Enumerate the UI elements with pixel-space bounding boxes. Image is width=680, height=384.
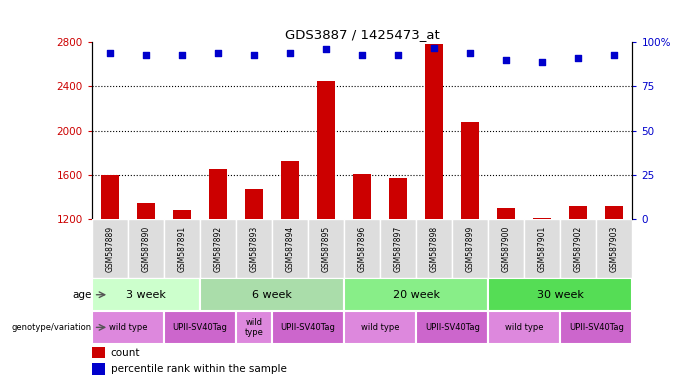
FancyBboxPatch shape <box>380 219 416 278</box>
Text: percentile rank within the sample: percentile rank within the sample <box>111 364 286 374</box>
Text: wild type: wild type <box>109 323 147 332</box>
Bar <box>425 45 443 351</box>
FancyBboxPatch shape <box>308 219 344 278</box>
Bar <box>389 178 407 351</box>
Bar <box>317 81 335 351</box>
Bar <box>209 169 227 351</box>
FancyBboxPatch shape <box>560 219 596 278</box>
Bar <box>137 204 155 351</box>
Text: 6 week: 6 week <box>252 290 292 300</box>
Text: GSM587894: GSM587894 <box>286 225 294 272</box>
Text: wild
type: wild type <box>245 318 263 337</box>
Bar <box>533 218 551 351</box>
FancyBboxPatch shape <box>416 311 488 344</box>
FancyBboxPatch shape <box>488 278 632 311</box>
Text: wild type: wild type <box>505 323 543 332</box>
Text: GSM587900: GSM587900 <box>502 225 511 272</box>
Bar <box>173 210 191 351</box>
Point <box>537 59 547 65</box>
Title: GDS3887 / 1425473_at: GDS3887 / 1425473_at <box>285 28 439 41</box>
FancyBboxPatch shape <box>416 219 452 278</box>
Point <box>428 45 439 51</box>
Point <box>176 51 187 58</box>
Text: 20 week: 20 week <box>392 290 440 300</box>
FancyBboxPatch shape <box>560 311 632 344</box>
Text: GSM587891: GSM587891 <box>177 225 186 272</box>
FancyBboxPatch shape <box>488 311 560 344</box>
Bar <box>353 174 371 351</box>
Text: GSM587901: GSM587901 <box>538 225 547 272</box>
Text: count: count <box>111 348 140 358</box>
FancyBboxPatch shape <box>272 311 344 344</box>
Bar <box>605 206 624 351</box>
Bar <box>281 161 299 351</box>
Bar <box>569 206 588 351</box>
Text: genotype/variation: genotype/variation <box>12 323 92 332</box>
FancyBboxPatch shape <box>200 219 236 278</box>
Point <box>320 46 331 52</box>
FancyBboxPatch shape <box>92 219 128 278</box>
FancyBboxPatch shape <box>344 311 416 344</box>
Text: GSM587892: GSM587892 <box>214 225 222 272</box>
Text: GSM587903: GSM587903 <box>610 225 619 272</box>
Point <box>356 51 367 58</box>
Text: wild type: wild type <box>361 323 399 332</box>
Point <box>500 57 511 63</box>
Point <box>105 50 116 56</box>
FancyBboxPatch shape <box>596 219 632 278</box>
FancyBboxPatch shape <box>344 278 488 311</box>
Text: GSM587889: GSM587889 <box>105 225 114 272</box>
Bar <box>461 122 479 351</box>
Point <box>248 51 259 58</box>
FancyBboxPatch shape <box>344 219 380 278</box>
Text: GSM587896: GSM587896 <box>358 225 367 272</box>
Point <box>392 51 403 58</box>
Text: UPII-SV40Tag: UPII-SV40Tag <box>425 323 479 332</box>
FancyBboxPatch shape <box>92 278 200 311</box>
Bar <box>497 208 515 351</box>
FancyBboxPatch shape <box>200 278 344 311</box>
Text: UPII-SV40Tag: UPII-SV40Tag <box>173 323 227 332</box>
FancyBboxPatch shape <box>272 219 308 278</box>
Text: GSM587899: GSM587899 <box>466 225 475 272</box>
Text: GSM587890: GSM587890 <box>141 225 150 272</box>
Text: age: age <box>73 290 92 300</box>
FancyBboxPatch shape <box>164 311 236 344</box>
Point <box>284 50 295 56</box>
Text: GSM587893: GSM587893 <box>250 225 258 272</box>
Bar <box>92 347 105 358</box>
Text: GSM587897: GSM587897 <box>394 225 403 272</box>
FancyBboxPatch shape <box>164 219 200 278</box>
Bar <box>101 175 119 351</box>
Point <box>573 55 583 61</box>
Point <box>141 51 152 58</box>
Text: UPII-SV40Tag: UPII-SV40Tag <box>569 323 624 332</box>
Text: GSM587895: GSM587895 <box>322 225 330 272</box>
Bar <box>245 189 263 351</box>
Text: GSM587898: GSM587898 <box>430 225 439 272</box>
Bar <box>92 363 105 375</box>
Text: 30 week: 30 week <box>537 290 583 300</box>
FancyBboxPatch shape <box>488 219 524 278</box>
FancyBboxPatch shape <box>128 219 164 278</box>
FancyBboxPatch shape <box>236 311 272 344</box>
FancyBboxPatch shape <box>236 219 272 278</box>
Text: 3 week: 3 week <box>126 290 166 300</box>
FancyBboxPatch shape <box>92 311 164 344</box>
Point <box>609 51 619 58</box>
Text: UPII-SV40Tag: UPII-SV40Tag <box>281 323 335 332</box>
FancyBboxPatch shape <box>452 219 488 278</box>
Point <box>212 50 223 56</box>
FancyBboxPatch shape <box>524 219 560 278</box>
Point <box>464 50 475 56</box>
Text: GSM587902: GSM587902 <box>574 225 583 272</box>
